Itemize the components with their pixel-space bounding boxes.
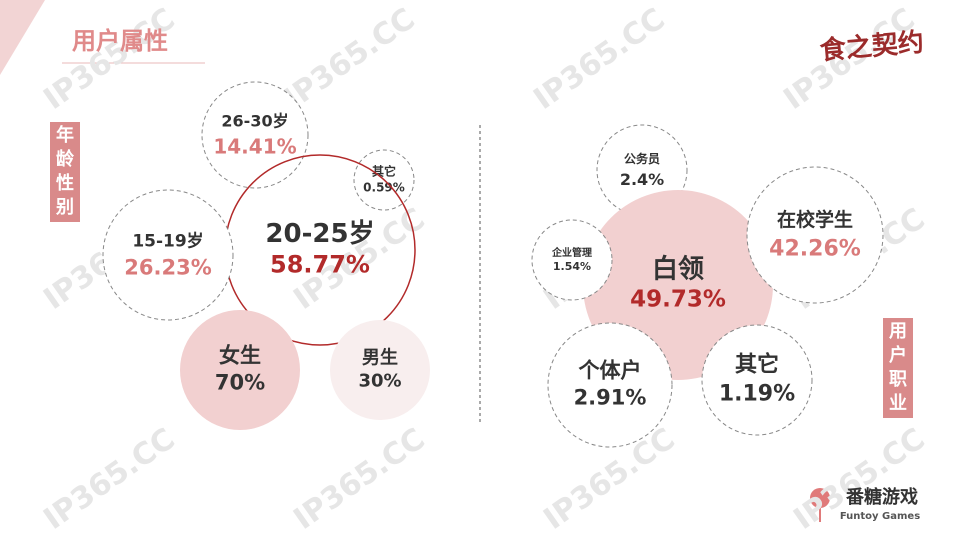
brand-icon (810, 488, 830, 508)
bubble-name: 个体户 (579, 358, 642, 382)
side-label: 户 (889, 344, 907, 366)
bubble-value: 1.19% (719, 381, 795, 406)
bubble-value: 2.4% (620, 170, 664, 189)
bubble-value: 70% (215, 371, 265, 395)
watermark: IP365.CC (37, 1, 181, 116)
bubble-name: 男生 (362, 346, 398, 368)
bubble-name: 女生 (219, 343, 261, 367)
brand-en: Funtoy Games (840, 511, 920, 522)
bubble-name: 26-30岁 (221, 112, 288, 131)
bubble (701, 324, 813, 436)
watermark: IP365.CC (37, 421, 181, 536)
corner-decoration (0, 0, 45, 75)
bubble-value: 1.54% (553, 260, 591, 273)
side-label: 别 (55, 197, 74, 218)
side-label: 性 (56, 172, 74, 194)
side-label: 年 (56, 124, 74, 146)
bubble-value: 42.26% (769, 236, 861, 261)
bubble (531, 219, 613, 301)
page-title: 用户属性 (72, 27, 168, 55)
watermark: IP365.CC (287, 421, 431, 536)
side-label: 业 (889, 393, 907, 414)
brand: 番糖游戏 (845, 486, 918, 508)
side-label-box (883, 318, 913, 418)
side-label: 用 (889, 321, 907, 342)
side-label-box (50, 122, 80, 222)
bubble (180, 310, 300, 430)
bubble-value: 49.73% (630, 286, 726, 312)
logo: 食之契约 (819, 27, 925, 67)
watermark: IP365.CC (527, 1, 671, 116)
bubble (330, 320, 430, 420)
bubble-name: 其它 (735, 352, 779, 378)
bubble (746, 166, 884, 304)
bubble-name: 在校学生 (777, 208, 853, 231)
side-label: 职 (889, 369, 907, 390)
side-label: 龄 (56, 148, 75, 170)
bubble-value: 14.41% (213, 135, 296, 159)
bubble-value: 0.59% (363, 180, 405, 194)
bubble (201, 81, 309, 189)
bubble (547, 322, 673, 448)
bubble-name: 企业管理 (551, 246, 592, 259)
bubble-name: 其它 (372, 164, 396, 179)
bubble-value: 2.91% (574, 386, 647, 410)
bubble-value: 30% (358, 371, 401, 392)
bubble-value: 58.77% (270, 251, 370, 279)
bubble-name: 白领 (652, 254, 704, 285)
bubble-value: 26.23% (124, 256, 211, 280)
bubble-name: 15-19岁 (132, 230, 203, 251)
bubble-name: 20-25岁 (265, 218, 374, 249)
bubble-name: 公务员 (624, 151, 660, 166)
watermark: IP365.CC (277, 1, 421, 116)
bubble (102, 189, 234, 321)
